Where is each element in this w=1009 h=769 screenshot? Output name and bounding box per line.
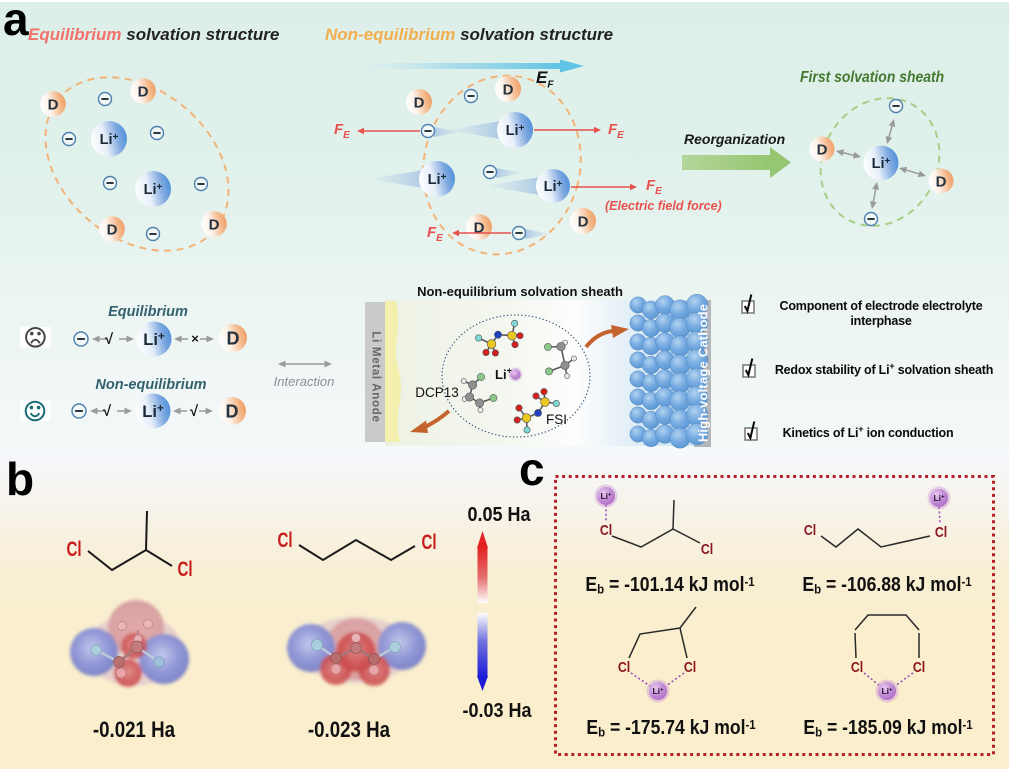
- svg-text:D: D: [209, 216, 220, 233]
- svg-text:D: D: [138, 83, 149, 100]
- svg-text:D: D: [936, 173, 947, 190]
- svg-text:D: D: [227, 328, 240, 348]
- svg-text:D: D: [414, 94, 425, 111]
- svg-text:D: D: [503, 81, 514, 98]
- svg-text:D: D: [578, 213, 589, 230]
- svg-text:Li+: Li+: [881, 686, 893, 696]
- svg-text:D: D: [48, 96, 59, 113]
- svg-text:D: D: [226, 401, 239, 421]
- svg-text:Li+: Li+: [652, 686, 664, 696]
- svg-text:D: D: [107, 221, 118, 238]
- svg-text:Li+: Li+: [600, 491, 612, 501]
- svg-text:D: D: [817, 141, 828, 158]
- svg-text:Li+: Li+: [933, 493, 945, 503]
- svg-text:D: D: [474, 219, 485, 236]
